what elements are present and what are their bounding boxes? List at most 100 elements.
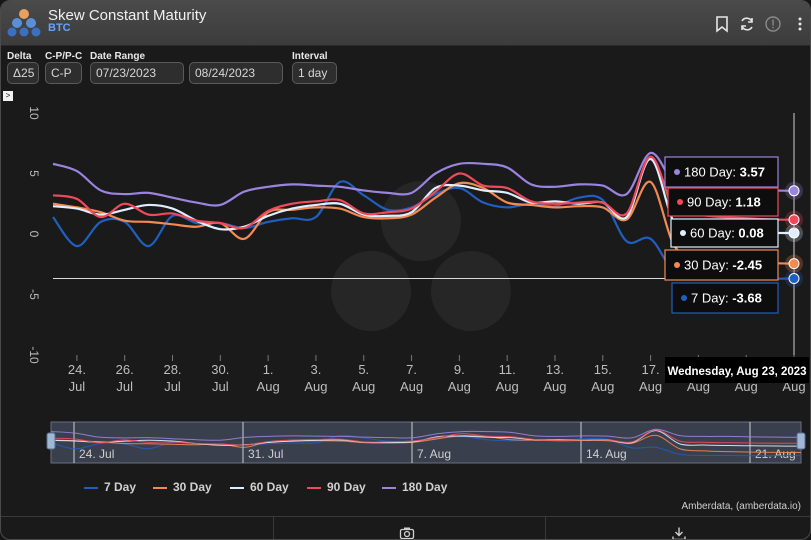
- tooltip-dot: [674, 169, 680, 175]
- x-tick-label: Aug: [543, 379, 566, 394]
- legend-item-180-day[interactable]: 180 Day: [382, 480, 447, 494]
- y-tick-label: 0: [27, 231, 41, 238]
- series-line-60-day[interactable]: [52, 157, 795, 235]
- tooltip-text: 180 Day: 3.57: [684, 165, 765, 180]
- navigator-date-label: 24. Jul: [79, 447, 114, 461]
- hover-marker-30-day: [788, 258, 800, 270]
- x-tick-label: Jul: [116, 379, 133, 394]
- date-tooltip-box: [665, 357, 809, 383]
- camera-icon[interactable]: [399, 521, 415, 540]
- x-tick-label: 17.: [642, 362, 660, 377]
- legend-label: 60 Day: [250, 480, 289, 494]
- expand-panel-button[interactable]: >: [3, 91, 13, 101]
- x-tick-label: 3.: [311, 362, 322, 377]
- x-tick-label: Aug: [400, 379, 423, 394]
- credit-text: Amberdata, (amberdata.io): [681, 501, 801, 512]
- hover-marker-90-day: [788, 214, 800, 226]
- tooltip-series-label: 180 Day:: [684, 165, 740, 180]
- x-tick-label: Aug: [304, 379, 327, 394]
- x-tick-label: Aug: [257, 379, 280, 394]
- navigator-left-handle[interactable]: [46, 432, 56, 450]
- hover-marker-60-day: [788, 227, 800, 239]
- tooltip-value: 0.08: [738, 226, 763, 241]
- hover-marker-180-day: [788, 185, 800, 197]
- legend-swatch: [230, 486, 244, 489]
- x-tick-label: Jul: [212, 379, 229, 394]
- watermark-logo: [331, 181, 511, 331]
- x-tick-label: 9.: [454, 362, 465, 377]
- tooltip-dot: [680, 230, 686, 236]
- hover-marker-7-day: [788, 273, 800, 285]
- x-tick-label: Aug: [352, 379, 375, 394]
- more-menu-icon[interactable]: [791, 15, 809, 33]
- tooltip-text: 60 Day: 0.08: [690, 226, 764, 241]
- legend-item-90-day[interactable]: 90 Day: [307, 480, 366, 494]
- x-tick-label: Aug: [448, 379, 471, 394]
- footer-toolbar: [1, 516, 810, 540]
- cp-select[interactable]: C-P: [45, 62, 82, 84]
- x-tick-label: Aug: [496, 379, 519, 394]
- navigator-date-label: 14. Aug: [586, 447, 627, 461]
- tooltip-series-label: 60 Day:: [690, 226, 738, 241]
- tooltip-dot: [674, 262, 680, 268]
- y-tick-label: 10: [27, 106, 41, 120]
- tooltip-dot: [681, 295, 687, 301]
- start-date-input[interactable]: 07/23/2023: [90, 62, 184, 84]
- navigator-series-line: [50, 428, 802, 441]
- date-range-label: Date Range: [90, 51, 146, 62]
- tooltip-series-label: 30 Day:: [684, 258, 732, 273]
- legend-swatch: [153, 486, 167, 489]
- footer-divider: [545, 517, 546, 539]
- x-tick-label: Aug: [591, 379, 614, 394]
- tooltip-box: [667, 187, 779, 217]
- info-icon[interactable]: [764, 15, 782, 33]
- x-tick-label: 5.: [358, 362, 369, 377]
- tooltip-value: 1.18: [735, 195, 760, 210]
- navigator[interactable]: 24. Jul 31. Jul 7. Aug 14. Aug 21. Aug: [46, 421, 806, 464]
- legend-item-7-day[interactable]: 7 Day: [84, 480, 136, 494]
- legend-label: 90 Day: [327, 480, 366, 494]
- tooltip-text: 30 Day: -2.45: [684, 258, 762, 273]
- tooltip-box: [664, 156, 779, 188]
- footer-divider: [273, 517, 274, 539]
- tooltip-value: 3.57: [740, 165, 765, 180]
- tooltip-box: [671, 282, 779, 314]
- navigator-date-label: 7. Aug: [417, 447, 451, 461]
- x-tick-label: 28.: [163, 362, 181, 377]
- delta-select[interactable]: Δ25: [7, 62, 39, 84]
- x-tick-label: 30.: [211, 362, 229, 377]
- x-tick-label: Aug: [639, 379, 662, 394]
- legend-swatch: [382, 486, 396, 489]
- interval-select[interactable]: 1 day: [292, 62, 337, 84]
- x-tick-label: 26.: [116, 362, 134, 377]
- legend-label: 180 Day: [402, 480, 448, 494]
- navigator-right-handle[interactable]: [796, 432, 806, 450]
- tooltip-box: [670, 218, 779, 248]
- cp-label: C-P/P-C: [45, 51, 83, 62]
- x-tick-label: 1.: [263, 362, 274, 377]
- end-date-input[interactable]: 08/24/2023: [189, 62, 283, 84]
- x-tick-label: 13.: [546, 362, 564, 377]
- tooltip-series-label: 90 Day:: [687, 195, 735, 210]
- refresh-icon[interactable]: [738, 15, 756, 33]
- download-icon[interactable]: [671, 521, 687, 540]
- tooltip-dot: [677, 199, 683, 205]
- x-tick-label: 15.: [594, 362, 612, 377]
- controls-bar: Delta Δ25 C-P/P-C C-P Date Range 07/23/2…: [1, 46, 810, 90]
- x-tick-label: Jul: [164, 379, 181, 394]
- x-tick-label: 7.: [406, 362, 417, 377]
- tooltip-text: 7 Day: -3.68: [691, 291, 762, 306]
- date-tooltip-text: Wednesday, Aug 23, 2023: [667, 366, 806, 378]
- bookmark-icon[interactable]: [713, 15, 731, 33]
- tooltip-value: -3.68: [732, 291, 762, 306]
- legend-item-60-day[interactable]: 60 Day: [230, 480, 289, 494]
- legend-item-30-day[interactable]: 30 Day: [153, 480, 212, 494]
- navigator-date-label: 21. Aug: [755, 447, 796, 461]
- title-bar: Skew Constant Maturity BTC: [1, 1, 810, 46]
- x-tick-label: 24.: [68, 362, 86, 377]
- asset-label: BTC: [48, 22, 71, 34]
- tooltip-box: [664, 249, 779, 281]
- navigator-series-line: [50, 434, 802, 454]
- y-tick-label: 5: [27, 170, 41, 177]
